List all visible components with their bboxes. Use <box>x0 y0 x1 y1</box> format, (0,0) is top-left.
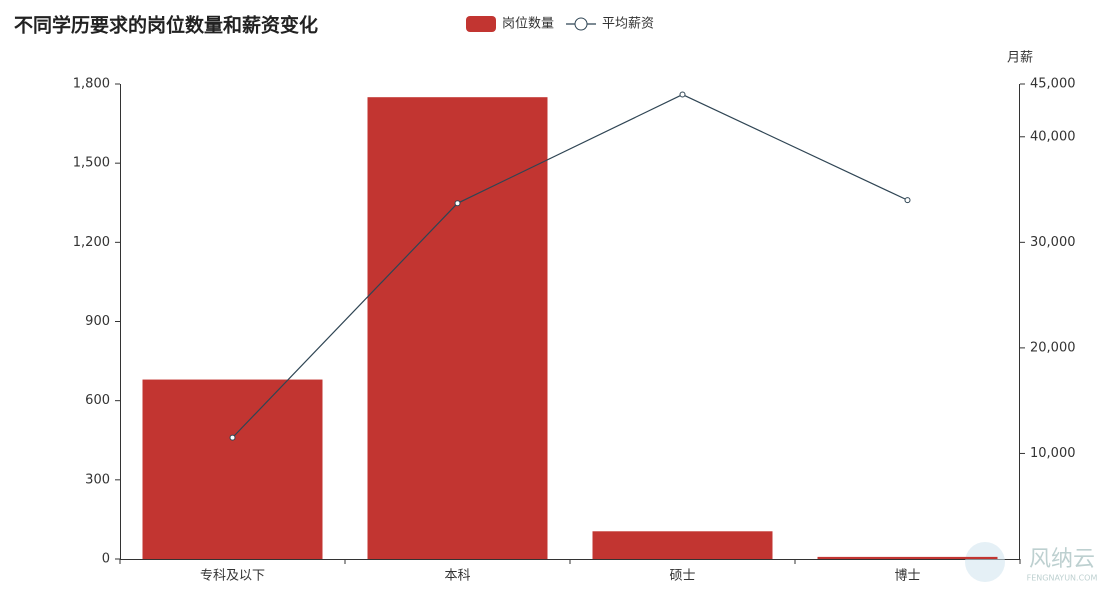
bar <box>367 97 548 559</box>
y2-tick-label: 10,000 <box>1030 446 1076 461</box>
x-tick-label: 硕士 <box>669 569 695 584</box>
y-tick-label: 300 <box>85 472 110 487</box>
legend-swatch <box>466 16 496 32</box>
y-tick-label: 1,200 <box>73 235 110 250</box>
y2-axis-title: 月薪 <box>1007 51 1033 66</box>
x-tick-label: 博士 <box>894 569 920 584</box>
line-point <box>229 434 236 441</box>
y2-tick-label: 20,000 <box>1030 340 1076 355</box>
y2-tick-label: 40,000 <box>1030 129 1076 144</box>
x-tick-label: 本科 <box>444 569 470 584</box>
watermark-text: 风纳云 <box>1029 547 1095 572</box>
legend-swatch-point <box>574 17 588 31</box>
legend-label: 岗位数量 <box>502 17 554 32</box>
y2-tick-label: 45,000 <box>1030 77 1076 92</box>
watermark-subtext: FENGNAYUN.COM <box>1027 574 1098 583</box>
x-tick-label: 专科及以下 <box>200 569 265 584</box>
legend-label: 平均薪资 <box>602 17 654 32</box>
y-tick-label: 900 <box>85 314 110 329</box>
y-tick-label: 1,500 <box>73 156 110 171</box>
watermark-logo <box>965 542 1005 582</box>
bar <box>817 556 998 559</box>
line-point <box>904 197 911 204</box>
y-tick-label: 600 <box>85 393 110 408</box>
watermark: 风纳云 FENGNAYUN.COM <box>965 542 1097 583</box>
line-point <box>679 91 686 98</box>
chart-title: 不同学历要求的岗位数量和薪资变化 <box>14 14 318 37</box>
y-tick-label: 1,800 <box>73 77 110 92</box>
bar <box>142 379 323 559</box>
line <box>232 93 908 439</box>
line-point <box>454 200 461 207</box>
y2-tick-label: 30,000 <box>1030 235 1076 250</box>
bar <box>592 531 773 559</box>
y-tick-label: 0 <box>102 552 110 567</box>
